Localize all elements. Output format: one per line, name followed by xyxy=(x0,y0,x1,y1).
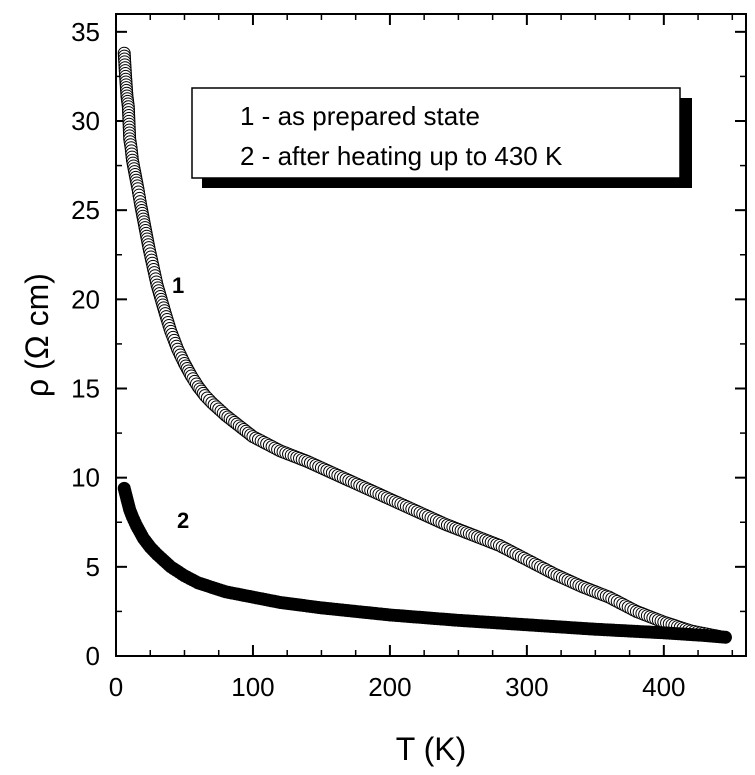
curve-label-1: 1 xyxy=(172,273,184,298)
x-tick-label: 200 xyxy=(368,672,411,702)
data-points xyxy=(117,46,732,644)
x-tick-label: 100 xyxy=(231,672,274,702)
curve-label-2: 2 xyxy=(177,508,189,533)
legend: 1 - as prepared state 2 - after heating … xyxy=(191,87,692,188)
y-tick-label: 35 xyxy=(71,17,100,47)
legend-box xyxy=(191,87,681,179)
plot-frame xyxy=(115,13,747,657)
y-tick-label: 5 xyxy=(86,552,100,582)
y-tick-label: 0 xyxy=(86,641,100,671)
x-tick-label: 0 xyxy=(109,672,123,702)
x-tick-label: 400 xyxy=(642,672,685,702)
series-2 xyxy=(117,481,732,644)
y-tick-label: 25 xyxy=(71,195,100,225)
data-point xyxy=(718,630,732,644)
axis-ticks: 0 100 200 300 400 0 5 10 15 20 25 30 35 xyxy=(71,14,746,702)
series-1 xyxy=(117,46,726,643)
x-tick-label: 300 xyxy=(505,672,548,702)
y-tick-label: 20 xyxy=(71,284,100,314)
y-tick-label: 15 xyxy=(71,374,100,404)
legend-entry-2: 2 - after heating up to 430 K xyxy=(240,141,563,171)
y-tick-label: 30 xyxy=(71,106,100,136)
y-tick-label: 10 xyxy=(71,463,100,493)
y-axis-title: ρ (Ω cm) xyxy=(19,273,55,397)
x-axis-title: T (K) xyxy=(396,731,467,767)
legend-entry-1: 1 - as prepared state xyxy=(240,101,480,131)
